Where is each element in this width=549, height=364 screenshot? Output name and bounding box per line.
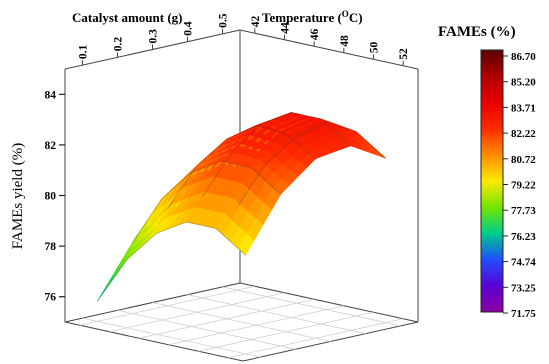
temperature-axis-title: Temperature (OC) — [262, 9, 363, 25]
legend-tick-label: 82.22 — [511, 128, 536, 140]
catalyst-ticks: 0.1 0.2 0.3 0.4 0.5 — [78, 13, 230, 66]
temperature-tick-label: 42 — [250, 16, 262, 28]
yield-tick-label: 82 — [45, 140, 57, 152]
surface-gridline — [236, 121, 386, 207]
legend-tick-label: 74.74 — [511, 257, 536, 269]
yield-ticks: 76 78 80 82 84 — [45, 89, 65, 304]
legend-tick-label: 77.73 — [511, 205, 536, 217]
legend-tick-label: 73.25 — [511, 282, 536, 294]
degree-superscript: O — [342, 9, 349, 19]
temperature-ticks: 42 44 46 48 50 52 — [250, 16, 410, 66]
floor-gridline — [168, 305, 344, 346]
floor-gridline — [82, 317, 261, 358]
surface-gridline — [131, 160, 281, 243]
temperature-tick-label: 52 — [398, 48, 410, 60]
surface-gridline — [166, 124, 316, 210]
legend-colorbar — [480, 49, 504, 313]
floor-grid — [79, 285, 404, 359]
floor-gridline — [228, 318, 404, 359]
yield-tick-label: 80 — [45, 191, 57, 203]
temperature-tick-label: 48 — [339, 35, 351, 47]
temperature-tick-label: 44 — [280, 22, 292, 34]
floor-gridline — [79, 285, 255, 326]
floor-gridline — [198, 311, 374, 352]
temperature-tick-label: 46 — [309, 29, 321, 41]
catalyst-tick-label: 0.3 — [148, 29, 160, 44]
catalyst-tick-label: 0.5 — [218, 13, 230, 28]
response-surface — [96, 112, 386, 302]
surface-patch — [369, 148, 386, 159]
floor-gridline — [222, 286, 401, 327]
legend-tick-label: 83.71 — [511, 102, 536, 114]
box-edge — [239, 29, 419, 70]
yield-tick-label: 78 — [45, 241, 57, 253]
catalyst-tick-label: 0.1 — [78, 44, 90, 59]
floor-gridline — [117, 309, 296, 350]
surface-gridline — [96, 221, 246, 302]
legend-tick-label: 86.70 — [511, 51, 536, 63]
temperature-tick-label: 50 — [369, 42, 381, 54]
floor-gridline — [109, 292, 285, 333]
catalyst-tick-label: 0.4 — [183, 21, 195, 36]
catalyst-axis-title: Catalyst amount (g) — [72, 10, 183, 25]
yield-axis-title: FAMEs yield (%) — [10, 143, 26, 249]
floor-edge — [64, 321, 419, 362]
legend-title: FAMEs (%) — [438, 24, 516, 40]
surface-gridline — [201, 112, 351, 198]
floor-gridline — [152, 302, 331, 342]
legend-tick-label: 80.72 — [511, 154, 536, 166]
floor-gridline — [187, 294, 366, 335]
legend-tick-label: 71.75 — [511, 308, 536, 320]
legend-tick-label: 85.20 — [511, 77, 536, 89]
legend-tick-label: 76.23 — [511, 231, 536, 243]
legend-tick-label: 79.22 — [511, 180, 536, 192]
yield-tick-label: 84 — [45, 89, 57, 101]
box-edge — [239, 282, 419, 323]
yield-tick-label: 76 — [45, 292, 57, 304]
floor-gridline — [139, 298, 315, 339]
catalyst-tick-label: 0.2 — [113, 37, 125, 52]
legend-ticks: 86.70 85.20 83.71 82.22 80.72 79.22 77.73 76.23… — [503, 51, 536, 320]
